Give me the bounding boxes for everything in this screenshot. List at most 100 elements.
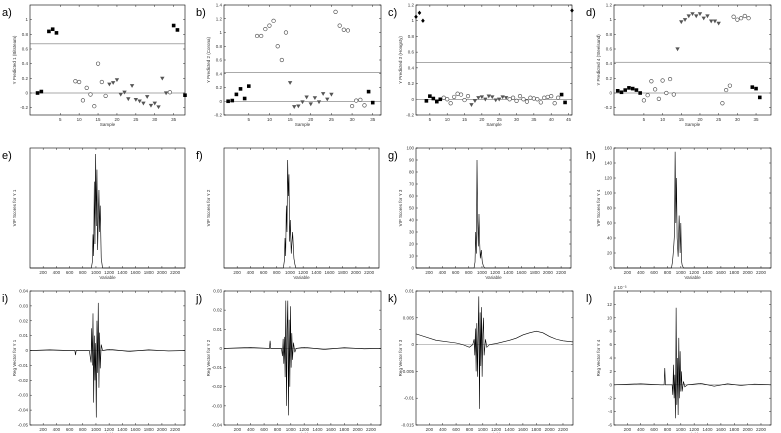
y-tick-label: 100 bbox=[604, 191, 612, 196]
y-tick-label: 0.4 bbox=[216, 71, 223, 76]
x-tick-label: 600 bbox=[650, 270, 658, 275]
x-tick-label: 400 bbox=[247, 427, 255, 432]
data-point-circle bbox=[746, 16, 751, 21]
data-point-square bbox=[754, 86, 758, 91]
y-tick-label: -0.04 bbox=[212, 423, 223, 428]
y-tick-label: 0.03 bbox=[213, 289, 222, 294]
data-point-triangle bbox=[679, 20, 684, 25]
y-tick-label: 0 bbox=[609, 91, 612, 96]
y-axis-label: VIP Scores for Y 1 bbox=[12, 189, 17, 226]
data-point-circle bbox=[528, 95, 533, 100]
data-point-circle bbox=[345, 28, 351, 33]
y-tick-label: -0.005 bbox=[401, 369, 414, 374]
data-point-square bbox=[246, 84, 251, 88]
data-point-circle bbox=[99, 79, 104, 85]
data-point-circle bbox=[445, 97, 450, 102]
x-tick-label: 600 bbox=[452, 427, 460, 432]
chart-panel-k: k) 200 400 600 800 1000 1200 1400 1600 1800 2000 22… bbox=[388, 289, 574, 433]
x-tick-label: 15 bbox=[462, 117, 468, 122]
y-tick-label: 0 bbox=[25, 91, 28, 96]
data-point-triangle bbox=[316, 100, 322, 105]
x-tick-label: 600 bbox=[66, 427, 74, 432]
data-point-square bbox=[627, 86, 631, 90]
data-point-circle bbox=[337, 23, 342, 28]
data-point-triangle bbox=[705, 14, 710, 19]
y-tick-label: 0 bbox=[25, 348, 28, 353]
data-point-circle bbox=[455, 91, 460, 96]
data-point-triangle bbox=[312, 96, 318, 101]
y-tick-label: 70 bbox=[409, 182, 415, 187]
x-tick-label: 1600 bbox=[326, 427, 337, 432]
x-axis-label: Variable bbox=[293, 275, 310, 280]
x-tick-label: 35 bbox=[171, 117, 177, 122]
x-tick-label: 1400 bbox=[703, 427, 714, 432]
y-tick-label: 0.02 bbox=[19, 318, 28, 323]
y-tick-label: -0.2 bbox=[604, 105, 612, 110]
y-tick-label: 0.01 bbox=[19, 333, 28, 338]
data-point-square bbox=[750, 85, 755, 89]
x-tick-label: 1400 bbox=[311, 270, 322, 275]
data-point-circle bbox=[275, 44, 280, 49]
data-point-square bbox=[234, 92, 239, 97]
plot-frame bbox=[415, 4, 573, 116]
x-tick-label: 1400 bbox=[313, 427, 324, 432]
data-point-circle bbox=[531, 96, 536, 101]
data-point-square bbox=[630, 86, 635, 91]
panel-label: c) bbox=[388, 7, 397, 19]
y-tick-label: 0.6 bbox=[606, 47, 613, 52]
data-point-circle bbox=[267, 23, 272, 28]
x-tick-label: 5 bbox=[59, 117, 62, 122]
y-tick-label: -2 bbox=[608, 396, 612, 401]
x-tick-label: 1800 bbox=[530, 270, 541, 275]
x-tick-label: 600 bbox=[260, 427, 268, 432]
x-tick-label: 2000 bbox=[743, 270, 754, 275]
x-tick-label: 2200 bbox=[366, 427, 377, 432]
y-tick-label: 0.01 bbox=[405, 289, 414, 294]
y-tick-label: 1 bbox=[411, 18, 414, 23]
panel-label: e) bbox=[2, 150, 12, 162]
x-tick-label: 1800 bbox=[729, 427, 740, 432]
data-point-circle bbox=[441, 95, 446, 100]
x-tick-label: 800 bbox=[274, 427, 282, 432]
data-point-square bbox=[175, 28, 180, 32]
data-point-square bbox=[424, 99, 429, 103]
plot-frame bbox=[223, 290, 382, 426]
x-tick-label: 800 bbox=[79, 270, 87, 275]
x-tick-label: 30 bbox=[152, 117, 158, 122]
data-point-circle bbox=[465, 94, 471, 99]
data-point-circle bbox=[462, 97, 467, 103]
data-point-circle bbox=[727, 83, 732, 88]
y-tick-label: 30 bbox=[409, 230, 415, 235]
x-axis-label: Variable bbox=[99, 275, 116, 280]
y-tick-label: 0.8 bbox=[606, 32, 613, 37]
data-point-circle bbox=[92, 104, 97, 109]
x-tick-label: 5 bbox=[248, 117, 251, 122]
chart-panel-b: b) 5 10 15 20 25 30 35 -0.2 0 0.2 0.4 0.6 0.8 1 1.2 1.4 S… bbox=[196, 3, 382, 127]
x-tick-label: 1200 bbox=[689, 427, 700, 432]
x-tick-label: 1200 bbox=[299, 427, 310, 432]
data-point-square bbox=[50, 27, 55, 31]
chart-panel-d: d) 5 10 15 20 25 30 35 -0.2 0 0.2 0.4 0.6 0.8 1 1.2 Samp… bbox=[586, 3, 772, 127]
panel-label: i) bbox=[2, 293, 8, 305]
y-tick-label: -0.2 bbox=[406, 113, 414, 118]
data-point-circle bbox=[731, 14, 736, 19]
data-point-square bbox=[230, 98, 235, 103]
x-tick-label: 400 bbox=[53, 427, 61, 432]
data-point-triangle bbox=[472, 99, 478, 104]
data-point-circle bbox=[458, 92, 464, 97]
y-axis-label: VIP Scores for Y 4 bbox=[596, 189, 601, 226]
data-point-triangle bbox=[690, 12, 695, 16]
y-tick-label: 1.2 bbox=[216, 16, 223, 21]
data-point-circle bbox=[656, 96, 661, 101]
data-point-square bbox=[634, 88, 639, 92]
x-tick-label: 2200 bbox=[756, 427, 767, 432]
chart-panel-j: j) 200 400 600 800 1000 1200 1400 1600 1800 2000 22… bbox=[195, 289, 382, 433]
plot-frame bbox=[415, 290, 574, 426]
y-tick-label: 1 bbox=[609, 17, 612, 22]
y-tick-label: 0.2 bbox=[606, 76, 613, 81]
y-tick-label: 1 bbox=[219, 30, 222, 35]
y-tick-label: 0.04 bbox=[19, 289, 28, 294]
y-tick-label: 0.02 bbox=[213, 308, 222, 313]
y-tick-label: 0.01 bbox=[213, 327, 222, 332]
data-point-circle bbox=[167, 90, 172, 95]
